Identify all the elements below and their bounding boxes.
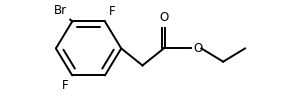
Text: O: O	[159, 11, 168, 24]
Text: F: F	[109, 5, 115, 18]
Text: F: F	[62, 79, 68, 92]
Text: Br: Br	[54, 4, 67, 17]
Text: O: O	[194, 42, 203, 55]
